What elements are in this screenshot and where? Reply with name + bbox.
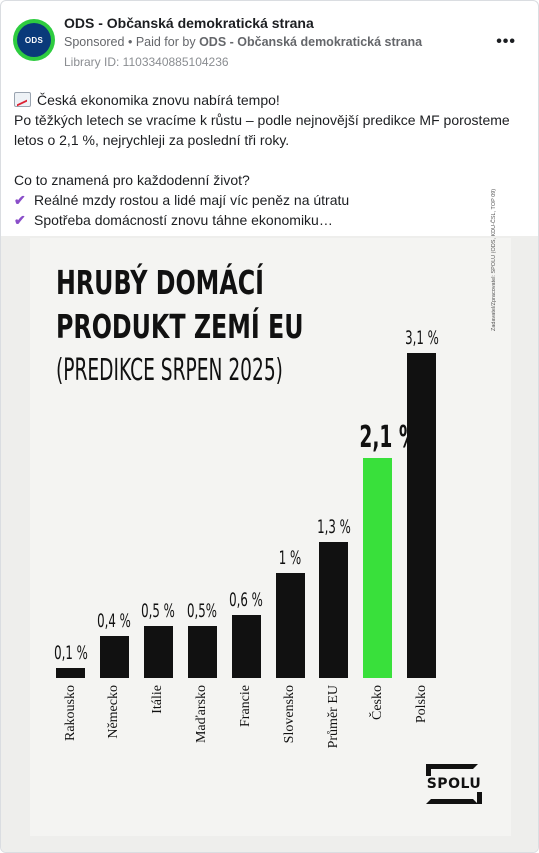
bar-1 <box>99 636 129 678</box>
category-label-2: Itálie <box>150 685 166 714</box>
bullet-1: ✔ Reálné mzdy rostou a lidé mají víc peně… <box>14 190 526 210</box>
post-header: ODS ODS - Občanská demokratická strana S… <box>13 15 526 71</box>
bar-0 <box>56 667 85 678</box>
poster-title-line-2: PRODUKT ZEMÍ EU <box>56 307 304 346</box>
bar-6 <box>319 541 349 678</box>
bar-3 <box>187 625 217 678</box>
category-label-7: Česko <box>369 685 385 720</box>
text-line-1-content: Česká ekonomika znovu nabírá tempo! <box>37 92 280 108</box>
text-line-3: letos o 2,1 %, nejrychleji za poslední t… <box>14 132 290 148</box>
spolu-logo-corner-left <box>426 764 431 778</box>
bar-8 <box>407 353 437 678</box>
bar-2 <box>143 625 173 678</box>
bar-value-label-0: 0,1 % <box>53 641 88 664</box>
bar-value-label-6: 1,3 % <box>317 515 351 538</box>
category-label-6: Průměr EU <box>325 685 341 749</box>
text-line-4: Co to znamená pro každodenní život? <box>14 172 250 188</box>
blank-line <box>14 150 526 170</box>
bar-value-label-2: 0,5 % <box>141 599 176 622</box>
avatar[interactable]: ODS <box>13 19 55 61</box>
spolu-logo-frame <box>426 764 478 804</box>
spolu-logo-corner-right <box>477 790 482 804</box>
bar-value-label-4: 0,6 % <box>229 589 263 612</box>
category-label-5: Slovensko <box>282 685 297 744</box>
bar-5 <box>275 573 305 678</box>
bullet-2-text: Spotřeba domácností znovu táhne ekonomik… <box>34 212 333 228</box>
text-line-2: Po těžkých letech se vracíme k růstu – p… <box>14 112 510 128</box>
category-label-1: Německo <box>106 685 122 739</box>
category-label-4: Francie <box>238 685 254 727</box>
poster-side-note: Zadavatel/Zpracovatel: SPOLU (ODS, KDU-Č… <box>491 188 497 331</box>
chart-increasing-icon <box>14 92 31 107</box>
poster-title-line-1: HRUBÝ DOMÁCÍ <box>56 263 265 302</box>
check-icon: ✔ <box>14 212 26 228</box>
sponsored-label: Sponsored <box>64 35 125 49</box>
bar-7 <box>363 457 393 678</box>
sponsored-line: Sponsored • Paid for by ODS - Občanská d… <box>64 35 422 49</box>
page-name-link[interactable]: ODS - Občanská demokratická strana <box>64 15 314 31</box>
paid-for-prefix: Paid for by <box>135 35 196 49</box>
poster-subtitle: (PREDIKCE SRPEN 2025) <box>56 353 283 388</box>
bar-value-label-7: 2,1 % <box>359 419 418 455</box>
bar-value-label-8: 3,1 % <box>404 327 439 349</box>
text-line-1: Česká ekonomika znovu nabírá tempo! <box>14 90 526 110</box>
category-label-8: Polsko <box>413 685 429 724</box>
bar-value-label-1: 0,4 % <box>97 610 132 633</box>
library-id: Library ID: 1103340885104236 <box>64 55 229 69</box>
bar-value-label-5: 1 % <box>278 547 302 570</box>
avatar-text: ODS <box>24 35 44 45</box>
bar-value-label-3: 0,5% <box>187 599 218 622</box>
more-horizontal-icon[interactable]: ••• <box>496 33 516 50</box>
bullet-2: ✔ Spotřeba domácností znovu táhne ekonomi… <box>14 210 526 230</box>
spolu-logo: SPOLU <box>422 764 486 806</box>
bullet-1-text: Reálné mzdy rostou a lidé mají víc peněz… <box>34 192 350 208</box>
dot-separator: • <box>127 35 136 49</box>
category-label-0: Rakousko <box>62 685 78 741</box>
bar-4 <box>231 615 261 678</box>
check-icon: ✔ <box>14 192 26 208</box>
post-text: Česká ekonomika znovu nabírá tempo! Po t… <box>14 90 526 230</box>
ods-logo: ODS <box>17 23 51 57</box>
spolu-logo-text: SPOLU <box>422 776 486 792</box>
paid-for-name[interactable]: ODS - Občanská demokratická strana <box>199 35 423 49</box>
category-label-3: Maďarsko <box>194 685 210 744</box>
